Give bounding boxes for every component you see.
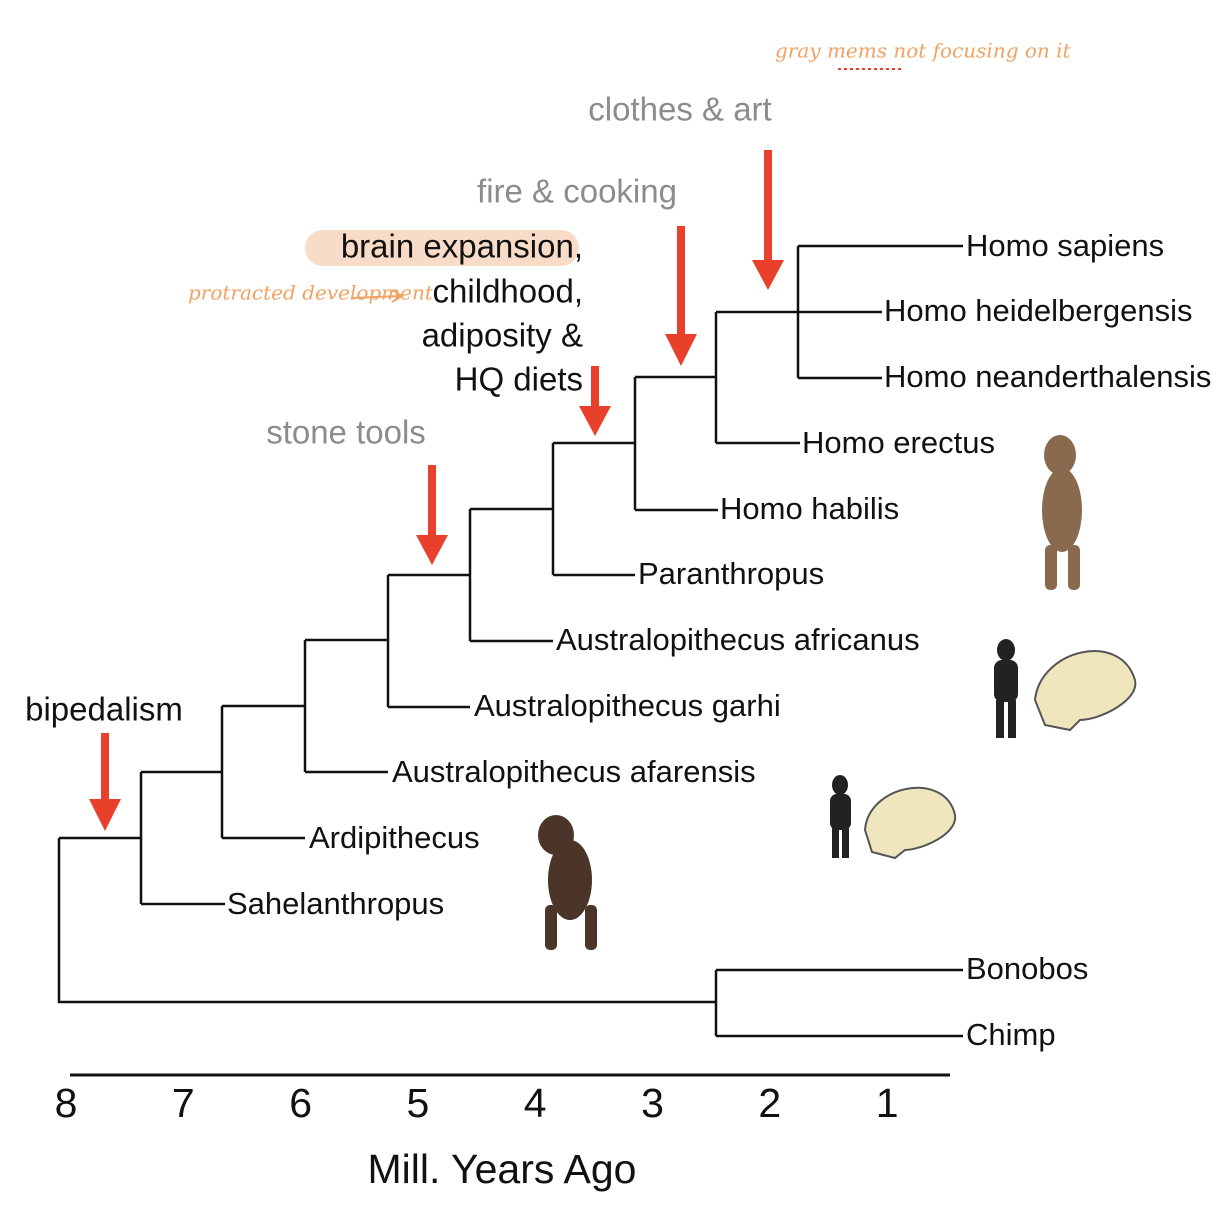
arrow xyxy=(416,465,448,565)
hominin-figures xyxy=(538,435,1137,950)
tree-branches xyxy=(57,244,963,1038)
taxon-label: Chimp xyxy=(966,1017,1056,1052)
tick-label: 1 xyxy=(876,1080,899,1126)
taxon-label: Ardipithecus xyxy=(309,820,480,855)
taxon-label: Paranthropus xyxy=(638,556,824,591)
event-label: stone tools xyxy=(266,414,426,451)
taxon-label: Australopithecus africanus xyxy=(556,622,920,657)
event-arrows xyxy=(89,150,784,831)
event-label: clothes & art xyxy=(588,91,771,128)
highlight xyxy=(305,230,579,266)
event-label: bipedalism xyxy=(25,691,183,728)
event-label: adiposity & xyxy=(422,317,583,354)
arrow xyxy=(89,733,121,831)
handwritten-note: gray mems not focusing on it xyxy=(775,39,1072,63)
tick-label: 6 xyxy=(289,1080,312,1126)
taxon-label: Homo sapiens xyxy=(966,228,1164,263)
taxon-label: Homo neanderthalensis xyxy=(884,359,1211,394)
taxon-label: Bonobos xyxy=(966,951,1088,986)
event-label: childhood, xyxy=(433,273,583,310)
tick-label: 4 xyxy=(524,1080,547,1126)
tick-label: 5 xyxy=(406,1080,429,1126)
tick-label: 8 xyxy=(55,1080,78,1126)
axis-label: Mill. Years Ago xyxy=(368,1146,637,1192)
taxon-label: Homo habilis xyxy=(720,491,899,526)
tick-label: 2 xyxy=(758,1080,781,1126)
event-label: brain expansion, xyxy=(341,228,583,265)
tick-label: 7 xyxy=(172,1080,195,1126)
event-label: fire & cooking xyxy=(477,173,677,210)
taxon-label: Homo heidelbergensis xyxy=(884,293,1192,328)
taxon-label: Homo erectus xyxy=(802,425,995,460)
side-note-arrow xyxy=(351,289,404,303)
taxon-label: Australopithecus afarensis xyxy=(392,754,756,789)
event-label: HQ diets xyxy=(455,361,583,398)
axis-ticks: 8 7 6 5 4 3 2 1 xyxy=(55,1080,899,1126)
taxon-label: Australopithecus garhi xyxy=(474,688,781,723)
taxa-labels: Homo sapiens Homo heidelbergensis Homo nea… xyxy=(227,228,1211,1052)
arrow xyxy=(752,150,784,290)
arrow xyxy=(579,366,611,436)
arrow xyxy=(665,226,697,366)
tick-label: 3 xyxy=(641,1080,664,1126)
taxon-label: Sahelanthropus xyxy=(227,886,444,921)
